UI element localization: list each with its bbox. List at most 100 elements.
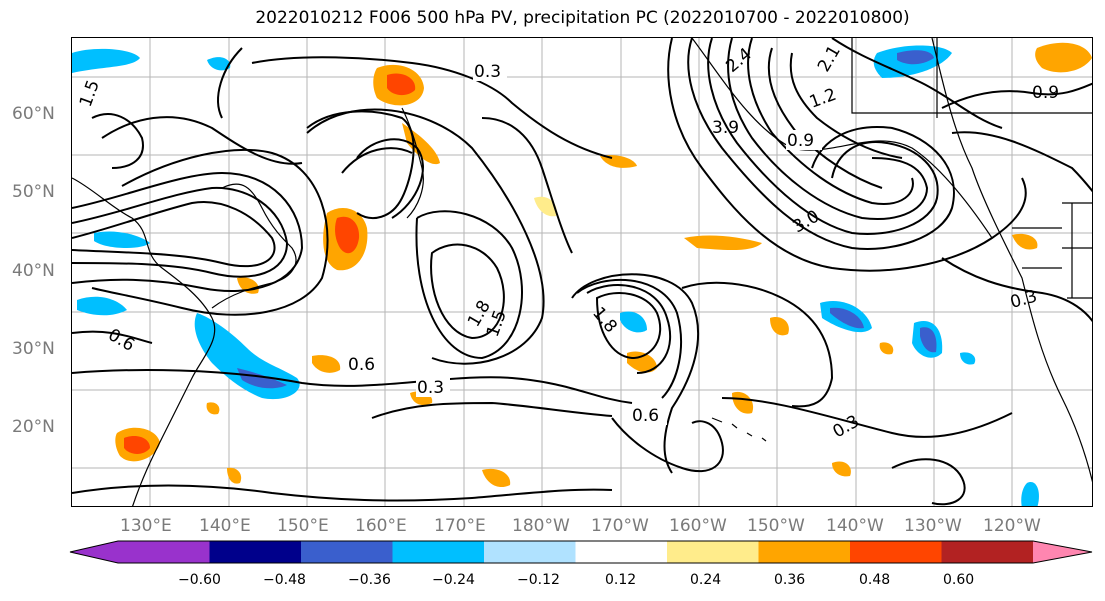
contour-label: 0.9 (1032, 83, 1059, 103)
contour-line (727, 38, 929, 220)
colorbar (69, 540, 1093, 564)
lon-label-150e: 150°E (277, 516, 329, 536)
contour-line (72, 369, 633, 404)
colorbar-segment (118, 541, 210, 563)
colorbar-segment (667, 541, 759, 563)
hawaii-islands (711, 417, 767, 442)
contour-line (571, 273, 700, 474)
contour-label: 0.3 (1008, 287, 1039, 313)
negative-shading (72, 45, 1039, 506)
positive-area (627, 351, 657, 373)
negative-area (237, 368, 287, 389)
lat-label-30n: 30°N (12, 339, 55, 359)
label-bg (416, 377, 450, 397)
colorbar-extend-max (1033, 541, 1092, 563)
lon-label-160e: 160°E (355, 516, 407, 536)
contour-label: 1.8 (588, 303, 621, 337)
contour-line (595, 292, 662, 360)
positive-area (335, 216, 360, 254)
colorbar-tick-label: 0.36 (774, 572, 806, 588)
contour-line (951, 131, 1092, 193)
lon-label-130e: 130°E (120, 516, 172, 536)
contour-line (72, 484, 613, 502)
contour-label: 3.9 (712, 118, 739, 138)
label-bg (631, 405, 667, 425)
contour-label: 0.6 (632, 406, 659, 426)
contour-label: 1.5 (76, 77, 104, 109)
positive-area (770, 317, 789, 336)
contour-line (251, 56, 613, 159)
contour-label: 1.2 (807, 85, 839, 113)
contour-line (941, 257, 1092, 323)
colorbar-outline (69, 540, 1093, 564)
coastlines (72, 38, 1092, 506)
gridlines (72, 38, 1092, 506)
negative-area (94, 231, 150, 249)
negative-area (620, 311, 647, 333)
colorbar-tick-label: 0.60 (943, 572, 975, 588)
contour-line (681, 281, 834, 408)
kamchatka-coast (401, 107, 424, 219)
label-bg (347, 354, 383, 374)
contour-label: 0.3 (830, 411, 863, 442)
contour-line (687, 38, 955, 250)
lat-label-50n: 50°N (12, 182, 55, 202)
colorbar-segment (484, 541, 576, 563)
figure-title: 2022010212 F006 500 hPa PV, precipitatio… (255, 8, 910, 28)
colorbar-segment (301, 541, 393, 563)
north-america-coast (931, 38, 1092, 483)
colorbar-segment (758, 541, 851, 563)
positive-area (387, 73, 416, 96)
positive-area (482, 468, 511, 488)
colorbar-segments (70, 541, 1092, 563)
contour-line (217, 47, 243, 119)
positive-area (832, 461, 851, 477)
colorbar-tick-label: −0.48 (263, 572, 306, 588)
colorbar-extend-min (70, 541, 118, 563)
positive-area (879, 342, 894, 355)
contour-line (481, 117, 573, 254)
lat-label-60n: 60°N (12, 104, 55, 124)
contour-label: 0.9 (787, 131, 814, 151)
contour-line (721, 397, 1013, 438)
lon-label-160w: 160°W (669, 516, 727, 536)
negative-area (920, 327, 937, 353)
positive-area (1035, 42, 1092, 73)
colorbar-segment (850, 541, 942, 563)
colorbar-tick-label: −0.36 (348, 572, 391, 588)
colorbar-segment (392, 541, 485, 563)
contour-line (415, 210, 523, 360)
contour-line (341, 147, 413, 174)
map-panel[interactable]: 0.3 0.6 0.9 1.2 1.5 1.8 2.1 2.4 3.0 3.9 … (71, 37, 1093, 507)
negative-area (207, 57, 231, 71)
contour-line (72, 201, 276, 268)
contour-line (831, 38, 1003, 129)
asia-coast (72, 177, 216, 506)
contour-line (306, 110, 415, 219)
negative-area (830, 307, 864, 329)
positive-area (206, 402, 220, 415)
lon-label-120w: 120°W (983, 516, 1041, 536)
positive-area (534, 196, 557, 217)
colorbar-tick-label: −0.60 (178, 572, 221, 588)
colorbar-segment (209, 541, 302, 563)
contour-line (789, 52, 903, 159)
contour-line (576, 278, 683, 399)
colorbar-tick-label: 0.12 (605, 572, 637, 588)
contour-line (611, 417, 724, 473)
colorbar-tick-label: 0.48 (859, 572, 891, 588)
negative-area (1021, 482, 1039, 506)
contour-line (72, 330, 153, 344)
positive-shading (115, 42, 1092, 488)
colorbar-segment (575, 541, 668, 563)
lon-label-140e: 140°E (199, 516, 251, 536)
colorbar-segment (941, 541, 1034, 563)
map-canvas: 0.3 0.6 0.9 1.2 1.5 1.8 2.1 2.4 3.0 3.9 … (72, 38, 1092, 506)
contour-line (891, 458, 966, 506)
contour-label: 0.3 (417, 378, 444, 398)
contour-line (667, 38, 1027, 272)
lon-label-180w: 180°W (512, 516, 570, 536)
lon-label-130w: 130°W (904, 516, 962, 536)
colorbar-tick-label: −0.12 (517, 572, 560, 588)
lon-label-150w: 150°W (747, 516, 805, 536)
